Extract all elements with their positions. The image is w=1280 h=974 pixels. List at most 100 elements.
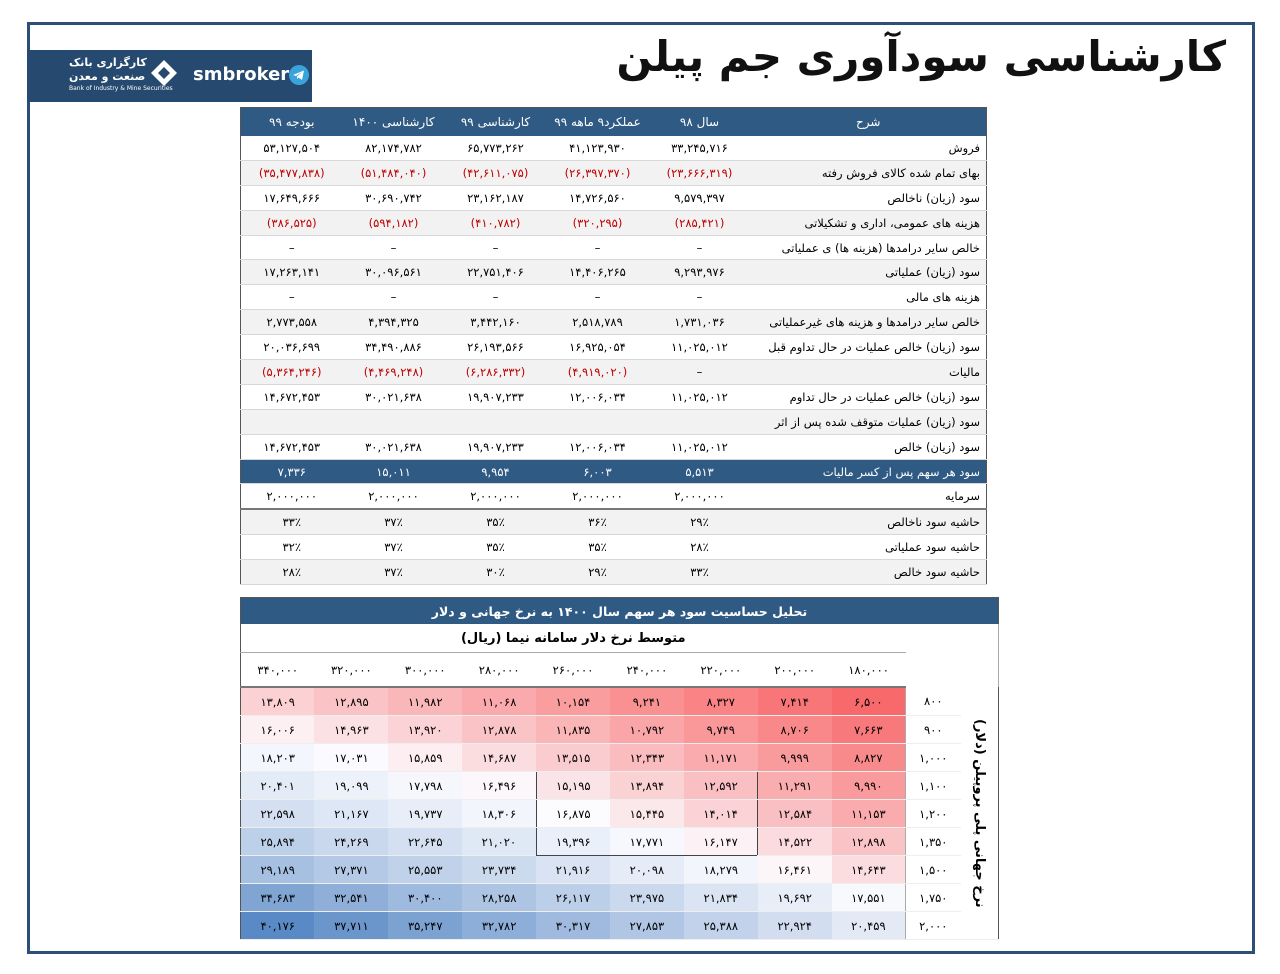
blank	[905, 624, 1000, 687]
cell: ۴,۳۹۴,۳۲۵	[342, 309, 445, 336]
heat-cell: ۱۴,۶۸۷	[462, 743, 537, 772]
row-label: سود (زیان) خالص عملیات در حال تداوم	[750, 384, 987, 410]
heat-cell: ۱۷,۵۵۱	[831, 883, 906, 912]
heat-cell: ۹,۹۹۹	[757, 743, 832, 772]
table-row: سود هر سهم پس از کسر مالیات ۵,۵۱۳ ۶,۰۰۳ ۹,۹…	[240, 459, 987, 485]
heat-cell: ۱۱,۲۹۱	[757, 771, 832, 800]
heat-cell: ۲۶,۱۱۷	[536, 883, 610, 912]
row-label: فروش	[750, 136, 987, 161]
cell: ۳۷٪	[342, 559, 445, 586]
row-label: ۲,۰۰۰	[905, 911, 961, 940]
heat-cell: ۱۰,۷۹۲	[609, 715, 684, 744]
heat-cell: ۸,۳۲۷	[683, 687, 758, 716]
cell: (۴۲,۶۱۱,۰۷۵)	[444, 160, 547, 186]
heat-cell: ۱۳,۵۱۵	[536, 743, 610, 772]
heat-cell: ۲۲,۹۲۴	[757, 911, 832, 940]
heat-cell: ۲۴,۲۶۹	[314, 827, 389, 856]
cell: ۳۳٪	[648, 559, 751, 586]
heat-cell: ۱۵,۱۹۵	[535, 771, 610, 800]
cell: ۲۸٪	[648, 534, 751, 561]
heat-cell: ۱۶,۴۶۱	[757, 855, 832, 884]
row-label: ۸۰۰	[905, 687, 961, 716]
cell: ۹,۲۹۳,۹۷۶	[648, 259, 751, 286]
cell: ۲,۰۰۰,۰۰۰	[648, 483, 751, 510]
table-title: تحلیل حساسیت سود هر سهم سال ۱۴۰۰ به نرخ …	[240, 597, 999, 624]
row-label: سود (زیان) عملیات متوقف شده پس از اثر	[750, 409, 987, 435]
heat-cell: ۸,۷۰۶	[757, 715, 832, 744]
heat-cell: ۳۵,۲۴۷	[388, 911, 463, 940]
cell: ۲۹٪	[648, 508, 751, 536]
logo-mark	[151, 60, 177, 86]
heat-cell: ۱۱,۰۶۸	[462, 687, 537, 716]
row-header: نرخ جهانی پلی پروپیلن (دلار)	[960, 687, 999, 940]
column-header: سال ۹۸	[648, 107, 751, 136]
cell: ۳۰,۰۲۱,۶۳۸	[342, 384, 445, 410]
row-label: حاشیه سود خالص	[750, 559, 987, 586]
column-label: ۲۴۰,۰۰۰	[609, 652, 684, 688]
header-row: شرح سال ۹۸ عملکرد۹ ماهه ۹۹ کارشناسی ۹۹ کارشن…	[240, 107, 987, 136]
cell: ۴۱,۱۲۳,۹۳۰	[546, 136, 649, 161]
heat-cell: ۲۱,۰۲۰	[462, 827, 537, 856]
cell: ۳۰٪	[444, 559, 547, 586]
table-row: سود (زیان) خالص عملیات در حال تداوم قبل ۱…	[240, 334, 987, 361]
cell: (۵۹۴,۱۸۲)	[342, 210, 445, 236]
heat-cell: ۱۹,۳۹۶	[535, 827, 610, 856]
cell: ۱۹,۹۰۷,۲۳۳	[444, 434, 547, 460]
column-label: ۲۰۰,۰۰۰	[757, 652, 832, 688]
cell: (۴,۹۱۹,۰۲۰)	[546, 359, 649, 385]
heat-cell: ۱۹,۷۳۷	[388, 799, 463, 828]
cell: ۳۶٪	[546, 508, 649, 536]
heat-cell: ۱۹,۶۹۲	[757, 883, 832, 912]
table-row: سرمایه ۲,۰۰۰,۰۰۰ ۲,۰۰۰,۰۰۰ ۲,۰۰۰,۰۰۰ ۲,۰۰۰,۰…	[240, 483, 987, 510]
cell: ۹,۹۵۴	[444, 459, 547, 485]
heat-cell: ۲۵,۸۹۴	[240, 827, 315, 856]
heat-cell: ۶,۵۰۰	[831, 687, 906, 716]
cell: ۲۸٪	[240, 559, 343, 586]
data-row: ۱,۵۰۰ ۱۴,۶۴۳ ۱۶,۴۶۱ ۱۸,۲۷۹ ۲۰,۰۹۸ ۲۱,۹۱۶ ۲۳,۷۳…	[240, 855, 999, 884]
cell: ۵۳,۱۲۷,۵۰۴	[240, 136, 343, 161]
heat-cell: ۱۱,۱۷۱	[683, 743, 758, 772]
page-title: کارشناسی سودآوری جم پیلن	[616, 32, 1226, 81]
row-label: سود (زیان) عملیاتی	[750, 259, 987, 286]
heat-cell: ۱۶,۱۴۷	[683, 827, 759, 856]
heat-cell: ۱۲,۸۹۵	[314, 687, 389, 716]
column-label: ۲۲۰,۰۰۰	[683, 652, 758, 688]
heat-cell: ۱۸,۲۷۹	[683, 855, 758, 884]
table-row: خالص سایر درامدها (هزینه ها) ی عملیاتی – –…	[240, 235, 987, 261]
row-label: سود (زیان) خالص	[750, 434, 987, 460]
telegram-icon	[289, 65, 309, 85]
cell	[444, 409, 547, 435]
cell: ۱۷,۲۶۳,۱۴۱	[240, 259, 343, 286]
heat-cell: ۱۷,۰۳۱	[314, 743, 389, 772]
data-row: ۱,۲۰۰ ۱۱,۱۵۳ ۱۲,۵۸۴ ۱۴,۰۱۴ ۱۵,۴۴۵ ۱۶,۸۷۵ ۱۸,۳۰…	[240, 799, 999, 828]
cell: ۳۷٪	[342, 534, 445, 561]
heat-cell: ۱۲,۵۹۲	[683, 771, 759, 800]
heat-cell: ۲۲,۵۹۸	[240, 799, 315, 828]
cell: ۱۷,۶۴۹,۶۶۶	[240, 185, 343, 211]
cell: ۲۲,۷۵۱,۴۰۶	[444, 259, 547, 286]
cell: –	[546, 284, 649, 311]
cell: ۱۴,۷۲۶,۵۶۰	[546, 185, 649, 211]
data-row: ۱,۳۵۰ ۱۲,۸۹۸ ۱۴,۵۲۲ ۱۶,۱۴۷ ۱۷,۷۷۱ ۱۹,۳۹۶ ۲۱,۰۲…	[240, 827, 999, 856]
row-label: سود (زیان) خالص عملیات در حال تداوم قبل	[750, 334, 987, 361]
row-label: ۱,۷۵۰	[905, 883, 961, 912]
cell: ۳۵٪	[444, 534, 547, 561]
cell: ۱۱,۰۲۵,۰۱۲	[648, 334, 751, 361]
heat-cell: ۲۸,۲۵۸	[462, 883, 537, 912]
heat-cell: ۳۷,۷۱۱	[314, 911, 389, 940]
cell: ۱۴,۶۷۲,۴۵۳	[240, 434, 343, 460]
cell: –	[648, 235, 751, 261]
row-label: ۱,۲۰۰	[905, 799, 961, 828]
column-label: ۲۸۰,۰۰۰	[462, 652, 537, 688]
heat-cell: ۱۴,۵۲۲	[757, 827, 832, 856]
cell: (۳۸۶,۵۲۵)	[240, 210, 343, 236]
heat-cell: ۱۷,۷۹۸	[388, 771, 463, 800]
table-row: هزینه های مالی – – – – –	[240, 284, 987, 311]
logo-subtitle: Bank of Industry & Mine Securities	[69, 85, 173, 92]
data-row: ۱,۱۰۰ ۹,۹۹۰ ۱۱,۲۹۱ ۱۲,۵۹۲ ۱۳,۸۹۴ ۱۵,۱۹۵ ۱۶,۴۹۶…	[240, 771, 999, 800]
table-row: سود (زیان) خالص عملیات در حال تداوم ۱۱,۰۲…	[240, 384, 987, 410]
income-table: شرح سال ۹۸ عملکرد۹ ماهه ۹۹ کارشناسی ۹۹ کارشن…	[240, 107, 987, 586]
row-label: سود (زیان) ناخالص	[750, 185, 987, 211]
cell	[648, 409, 751, 435]
cell: –	[648, 284, 751, 311]
